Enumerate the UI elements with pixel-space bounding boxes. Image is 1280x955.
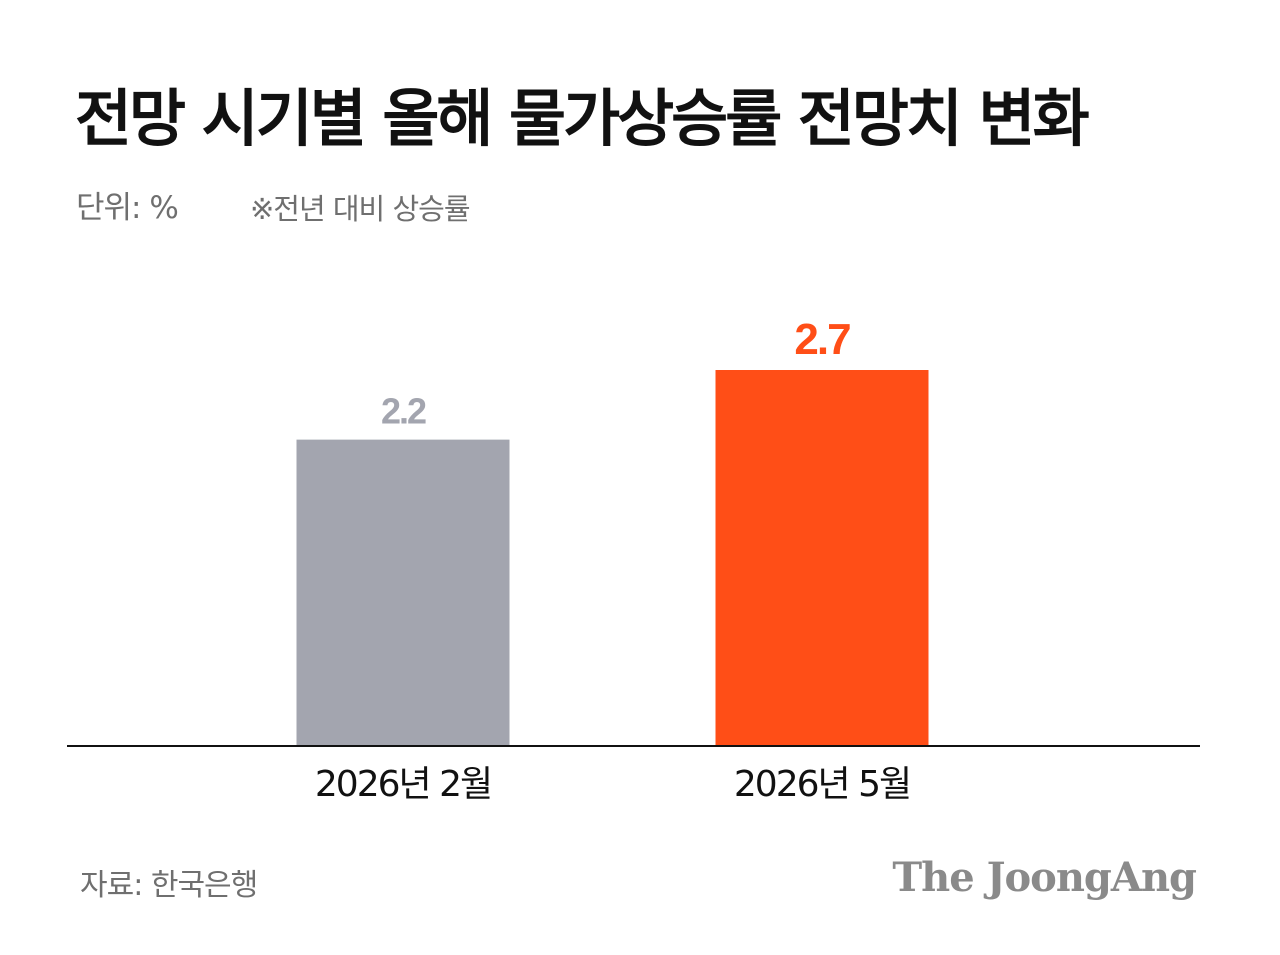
category-label-1: 2026년 2월 xyxy=(315,764,491,805)
value-label-2: 2.7 xyxy=(794,315,850,364)
value-label-1: 2.2 xyxy=(381,391,426,432)
chart-title: 전망 시기별 올해 물가상승률 전망치 변화 xyxy=(75,82,1090,155)
unit-label: 단위: % xyxy=(76,190,179,226)
note-label: ※전년 대비 상승률 xyxy=(250,192,470,226)
category-label-2: 2026년 5월 xyxy=(734,764,910,805)
source-label: 자료: 한국은행 xyxy=(80,868,258,903)
bar-2 xyxy=(715,370,929,746)
publisher-logo: The JoongAng xyxy=(892,854,1197,901)
bar-1 xyxy=(296,439,510,746)
